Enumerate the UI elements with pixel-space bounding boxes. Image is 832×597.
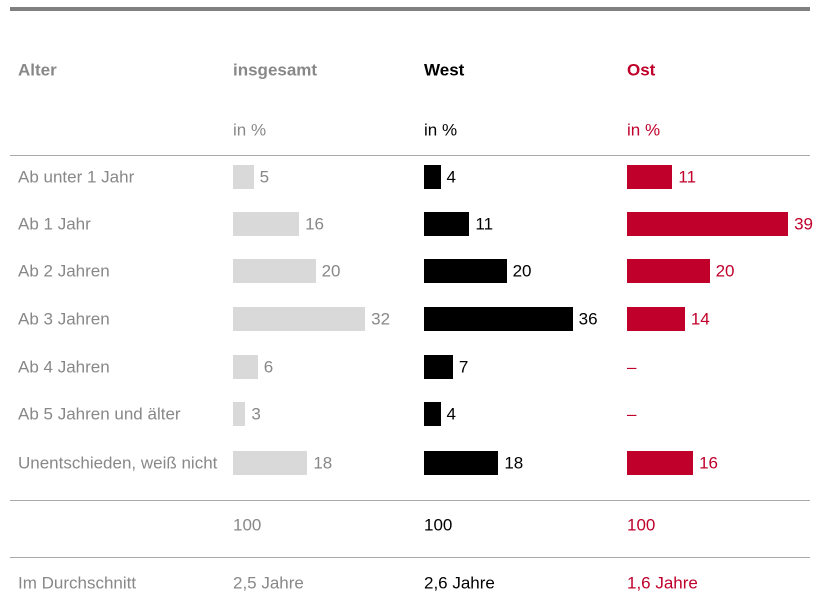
value: – (627, 357, 637, 377)
value: – (627, 404, 637, 424)
value: 16 (305, 214, 324, 234)
bar (424, 165, 441, 189)
bar (627, 259, 710, 283)
row-label: Ab 5 Jahren und älter (18, 404, 181, 424)
value: 14 (690, 309, 710, 329)
average: 2,5 Jahre (233, 573, 304, 593)
bar (424, 451, 499, 475)
bar (233, 259, 316, 283)
column-header: insgesamt (233, 60, 318, 80)
bar (233, 402, 246, 426)
bar (424, 307, 573, 331)
value: 32 (371, 309, 391, 329)
row-label: Unentschieden, weiß nicht (18, 453, 218, 473)
value: 20 (321, 261, 341, 281)
bar (424, 402, 441, 426)
top-rule (10, 7, 810, 11)
row-label: Ab 1 Jahr (18, 214, 91, 234)
bar (627, 212, 789, 236)
value: 18 (313, 453, 333, 473)
bar (424, 355, 453, 379)
bar (627, 307, 685, 331)
value: 20 (715, 261, 735, 281)
unit: in % (627, 120, 661, 140)
value: 39 (794, 214, 813, 234)
row-label: Ab 2 Jahren (18, 261, 110, 281)
header-label: Alter (18, 60, 57, 80)
average: 1,6 Jahre (627, 573, 698, 593)
bar (424, 259, 507, 283)
value: 4 (446, 167, 456, 187)
value: 7 (458, 357, 469, 377)
bar (233, 165, 254, 189)
row-label: Ab 4 Jahren (18, 357, 110, 377)
value: 11 (475, 214, 494, 234)
value: 16 (699, 453, 718, 473)
unit: in % (424, 120, 458, 140)
bar (424, 212, 470, 236)
value: 18 (504, 453, 524, 473)
rule (10, 557, 810, 558)
bar (233, 307, 366, 331)
value: 20 (512, 261, 532, 281)
column-header: West (424, 60, 465, 80)
bar (233, 451, 308, 475)
value: 3 (251, 404, 261, 424)
bar (233, 355, 258, 379)
rule (10, 500, 810, 501)
column-header: Ost (627, 60, 656, 80)
value: 4 (446, 404, 456, 424)
average: 2,6 Jahre (424, 573, 495, 593)
total: 100 (233, 515, 262, 535)
bar (627, 451, 694, 475)
value: 11 (678, 167, 697, 187)
row-label: Ab unter 1 Jahr (18, 167, 135, 187)
bar (233, 212, 300, 236)
total: 100 (627, 515, 656, 535)
bar (627, 165, 673, 189)
rule (10, 155, 810, 156)
value: 6 (263, 357, 274, 377)
value: 36 (578, 309, 598, 329)
average-label: Im Durchschnitt (18, 573, 137, 593)
row-label: Ab 3 Jahren (18, 309, 110, 329)
unit: in % (233, 120, 267, 140)
total: 100 (424, 515, 453, 535)
value: 5 (259, 167, 270, 187)
